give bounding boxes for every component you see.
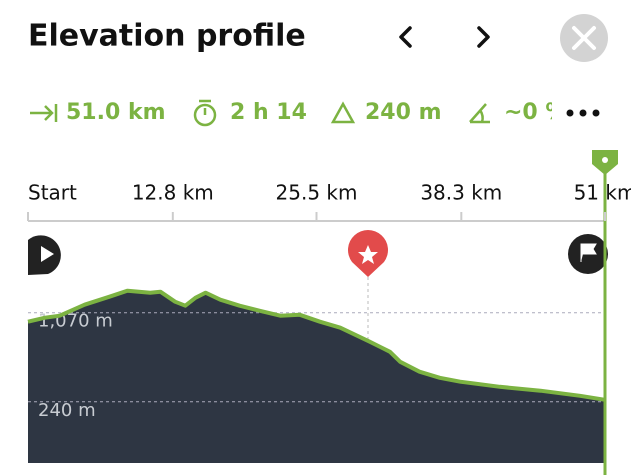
duration: 2 h 14 (230, 100, 307, 125)
ascent: 240 m (365, 100, 442, 125)
ascent-icon (330, 101, 356, 124)
finish-marker (568, 234, 608, 274)
x-tick-label: Start (28, 181, 77, 205)
x-tick-label: 38.3 km (420, 181, 502, 205)
x-tick-label: 12.8 km (132, 181, 214, 205)
highlight-marker[interactable] (348, 230, 388, 277)
y-tick-label: 240 m (38, 400, 96, 421)
start-marker (28, 235, 61, 275)
cursor-dot (602, 157, 608, 163)
elevation-area (28, 290, 605, 463)
next-button[interactable] (477, 26, 490, 48)
distance: 51.0 km (66, 100, 166, 125)
title: Elevation profile (28, 19, 306, 54)
x-tick-label: 51 km (574, 181, 631, 205)
slope: ~0 % (504, 100, 567, 125)
x-tick-label: 25.5 km (276, 181, 358, 205)
prev-button[interactable] (399, 26, 412, 48)
y-tick-label: 1,070 m (38, 311, 113, 332)
more-button[interactable] (566, 109, 600, 117)
elevation-line (27, 288, 606, 402)
distance-icon (30, 104, 58, 122)
duration-icon (193, 99, 217, 127)
close-button[interactable] (560, 14, 608, 62)
slope-icon (469, 103, 490, 124)
